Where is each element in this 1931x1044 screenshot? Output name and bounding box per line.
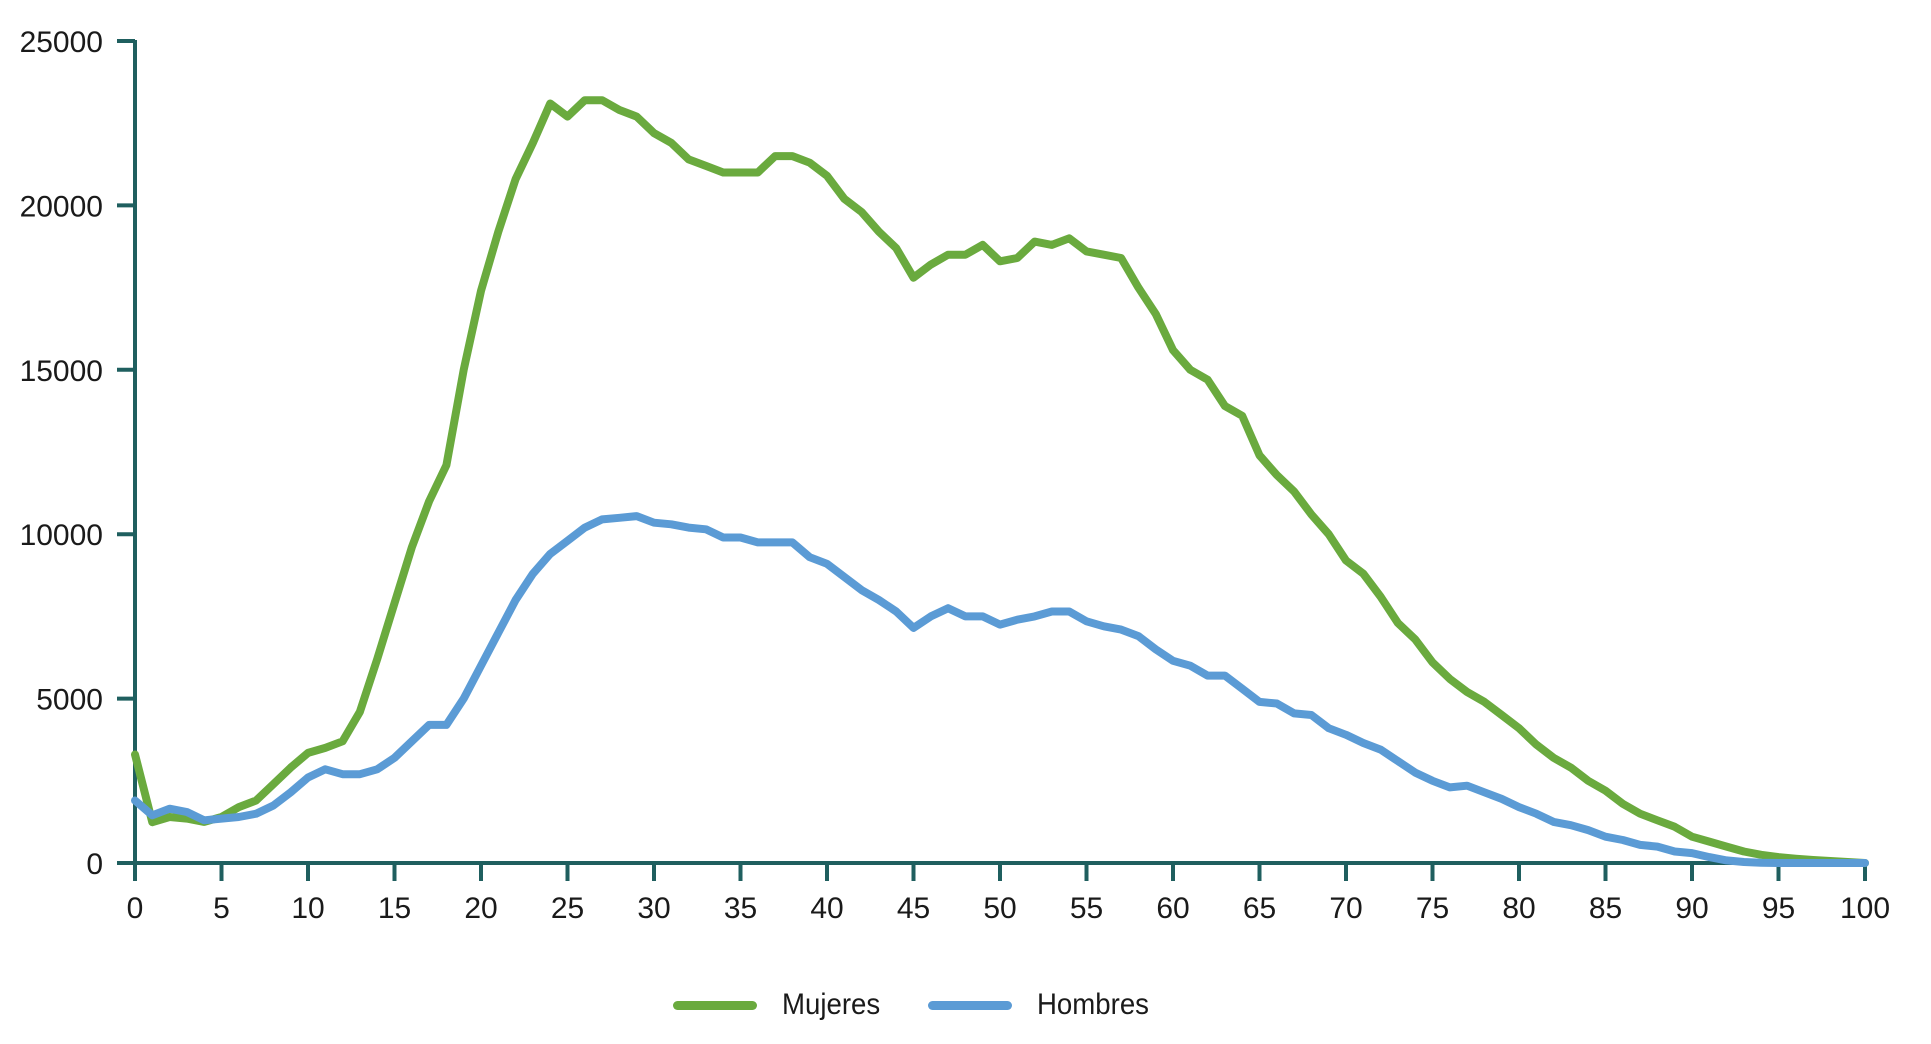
x-axis: 0 5 10 15 20 25 30 35 40 45 50 55 60 65 70 75 80 85 90 95 10… xyxy=(117,861,1890,925)
x-tick-label: 60 xyxy=(1156,892,1189,925)
y-tick-label: 0 xyxy=(86,848,103,881)
x-tick-label: 35 xyxy=(724,892,757,925)
x-tick-label: 25 xyxy=(551,892,584,925)
y-axis: 0 5000 10000 15000 20000 25000 xyxy=(20,26,137,881)
x-tick-label: 5 xyxy=(213,892,230,925)
y-tick-label: 5000 xyxy=(36,684,103,717)
x-tick-label: 20 xyxy=(464,892,497,925)
x-tick-label: 0 xyxy=(127,892,144,925)
x-tick-label: 90 xyxy=(1675,892,1708,925)
x-tick-label: 65 xyxy=(1243,892,1276,925)
legend-label-mujeres: Mujeres xyxy=(782,988,881,1021)
x-tick-label: 100 xyxy=(1840,892,1890,925)
series-line-mujeres xyxy=(131,96,1869,867)
x-tick-label: 30 xyxy=(637,892,670,925)
x-tick-label: 10 xyxy=(291,892,324,925)
y-tick-label: 10000 xyxy=(20,519,103,552)
x-tick-label: 45 xyxy=(897,892,930,925)
x-tick-label: 40 xyxy=(810,892,843,925)
x-tick-label: 85 xyxy=(1589,892,1622,925)
legend-swatch-hombres-icon xyxy=(928,1000,1012,1010)
legend-item-mujeres: Mujeres xyxy=(673,985,889,1025)
x-tick-label: 50 xyxy=(983,892,1016,925)
y-tick-label: 20000 xyxy=(20,190,103,223)
y-tick-label: 15000 xyxy=(20,355,103,388)
legend-swatch-mujeres-icon xyxy=(673,1000,757,1010)
x-tick-label: 55 xyxy=(1070,892,1103,925)
legend-item-hombres: Hombres xyxy=(928,985,1159,1025)
chart-legend: Mujeres Hombres xyxy=(0,985,1931,1025)
x-tick-label: 15 xyxy=(378,892,411,925)
series-line-hombres xyxy=(131,512,1869,867)
legend-label-hombres: Hombres xyxy=(1037,988,1149,1021)
x-tick-label: 95 xyxy=(1762,892,1795,925)
series-layer xyxy=(131,96,1869,867)
y-tick-label: 25000 xyxy=(20,26,103,59)
x-tick-label: 70 xyxy=(1329,892,1362,925)
x-tick-label: 75 xyxy=(1416,892,1449,925)
x-tick-label: 80 xyxy=(1502,892,1535,925)
